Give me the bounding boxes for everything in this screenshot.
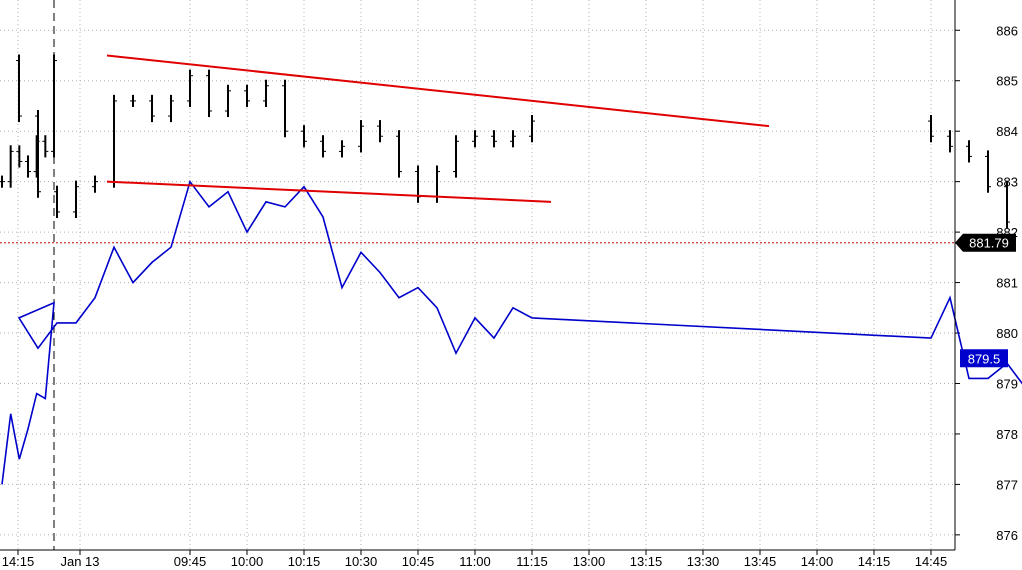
- trendline: [106, 180, 552, 203]
- x-tick-label: 11:15: [516, 554, 548, 569]
- trendline-layer: [106, 54, 770, 203]
- y-tick-label: 879: [996, 376, 1018, 391]
- badge-value: 879.5: [968, 351, 1001, 366]
- badge-shape: [955, 233, 1016, 252]
- x-tick-label: 13:00: [573, 554, 606, 569]
- plot-background: [0, 0, 955, 550]
- x-tick-label: 10:45: [402, 554, 435, 569]
- y-tick-label: 884: [996, 124, 1018, 139]
- badge-shape: [960, 349, 1008, 368]
- x-tick-label: 10:30: [345, 554, 378, 569]
- x-tick-label: 10:15: [288, 554, 321, 569]
- y-tick-label: 878: [996, 427, 1018, 442]
- x-tick-label: 14:45: [915, 554, 948, 569]
- y-tick-label: 877: [996, 477, 1018, 492]
- y-tick-label: 880: [996, 326, 1018, 341]
- series-layer: [0, 54, 1022, 485]
- blue-series-last-badge: 879.5: [960, 349, 1008, 368]
- x-tick-label: 13:45: [744, 554, 777, 569]
- x-tick-label: 14:15: [2, 554, 35, 569]
- x-tick-label: 09:45: [174, 554, 207, 569]
- x-tick-label: 11:00: [459, 554, 491, 569]
- x-tick-label: Jan 13: [60, 554, 99, 569]
- x-tick-label: 14:00: [801, 554, 834, 569]
- x-tick-label: 14:15: [858, 554, 891, 569]
- y-tick-label: 876: [996, 528, 1018, 543]
- x-axis: 14:15 Jan 13 09:45 10:00 10:15 10:30 10:45 11:0…: [2, 550, 948, 569]
- y-tick-label: 885: [996, 74, 1018, 89]
- x-tick-label: 10:00: [231, 554, 264, 569]
- x-tick-label: 13:30: [687, 554, 720, 569]
- x-tick-label: 13:15: [630, 554, 663, 569]
- trendline: [106, 54, 770, 128]
- y-tick-label: 886: [996, 23, 1018, 38]
- y-tick-label: 881: [996, 276, 1018, 291]
- last-value-badges: 881.79 879.5: [955, 233, 1016, 368]
- badge-value: 881.79: [969, 236, 1009, 251]
- last-price-badge: 881.79: [955, 233, 1016, 252]
- blue-line-series: [1, 179, 1022, 485]
- y-axis: 876877878879880881882883884885886: [955, 23, 1018, 543]
